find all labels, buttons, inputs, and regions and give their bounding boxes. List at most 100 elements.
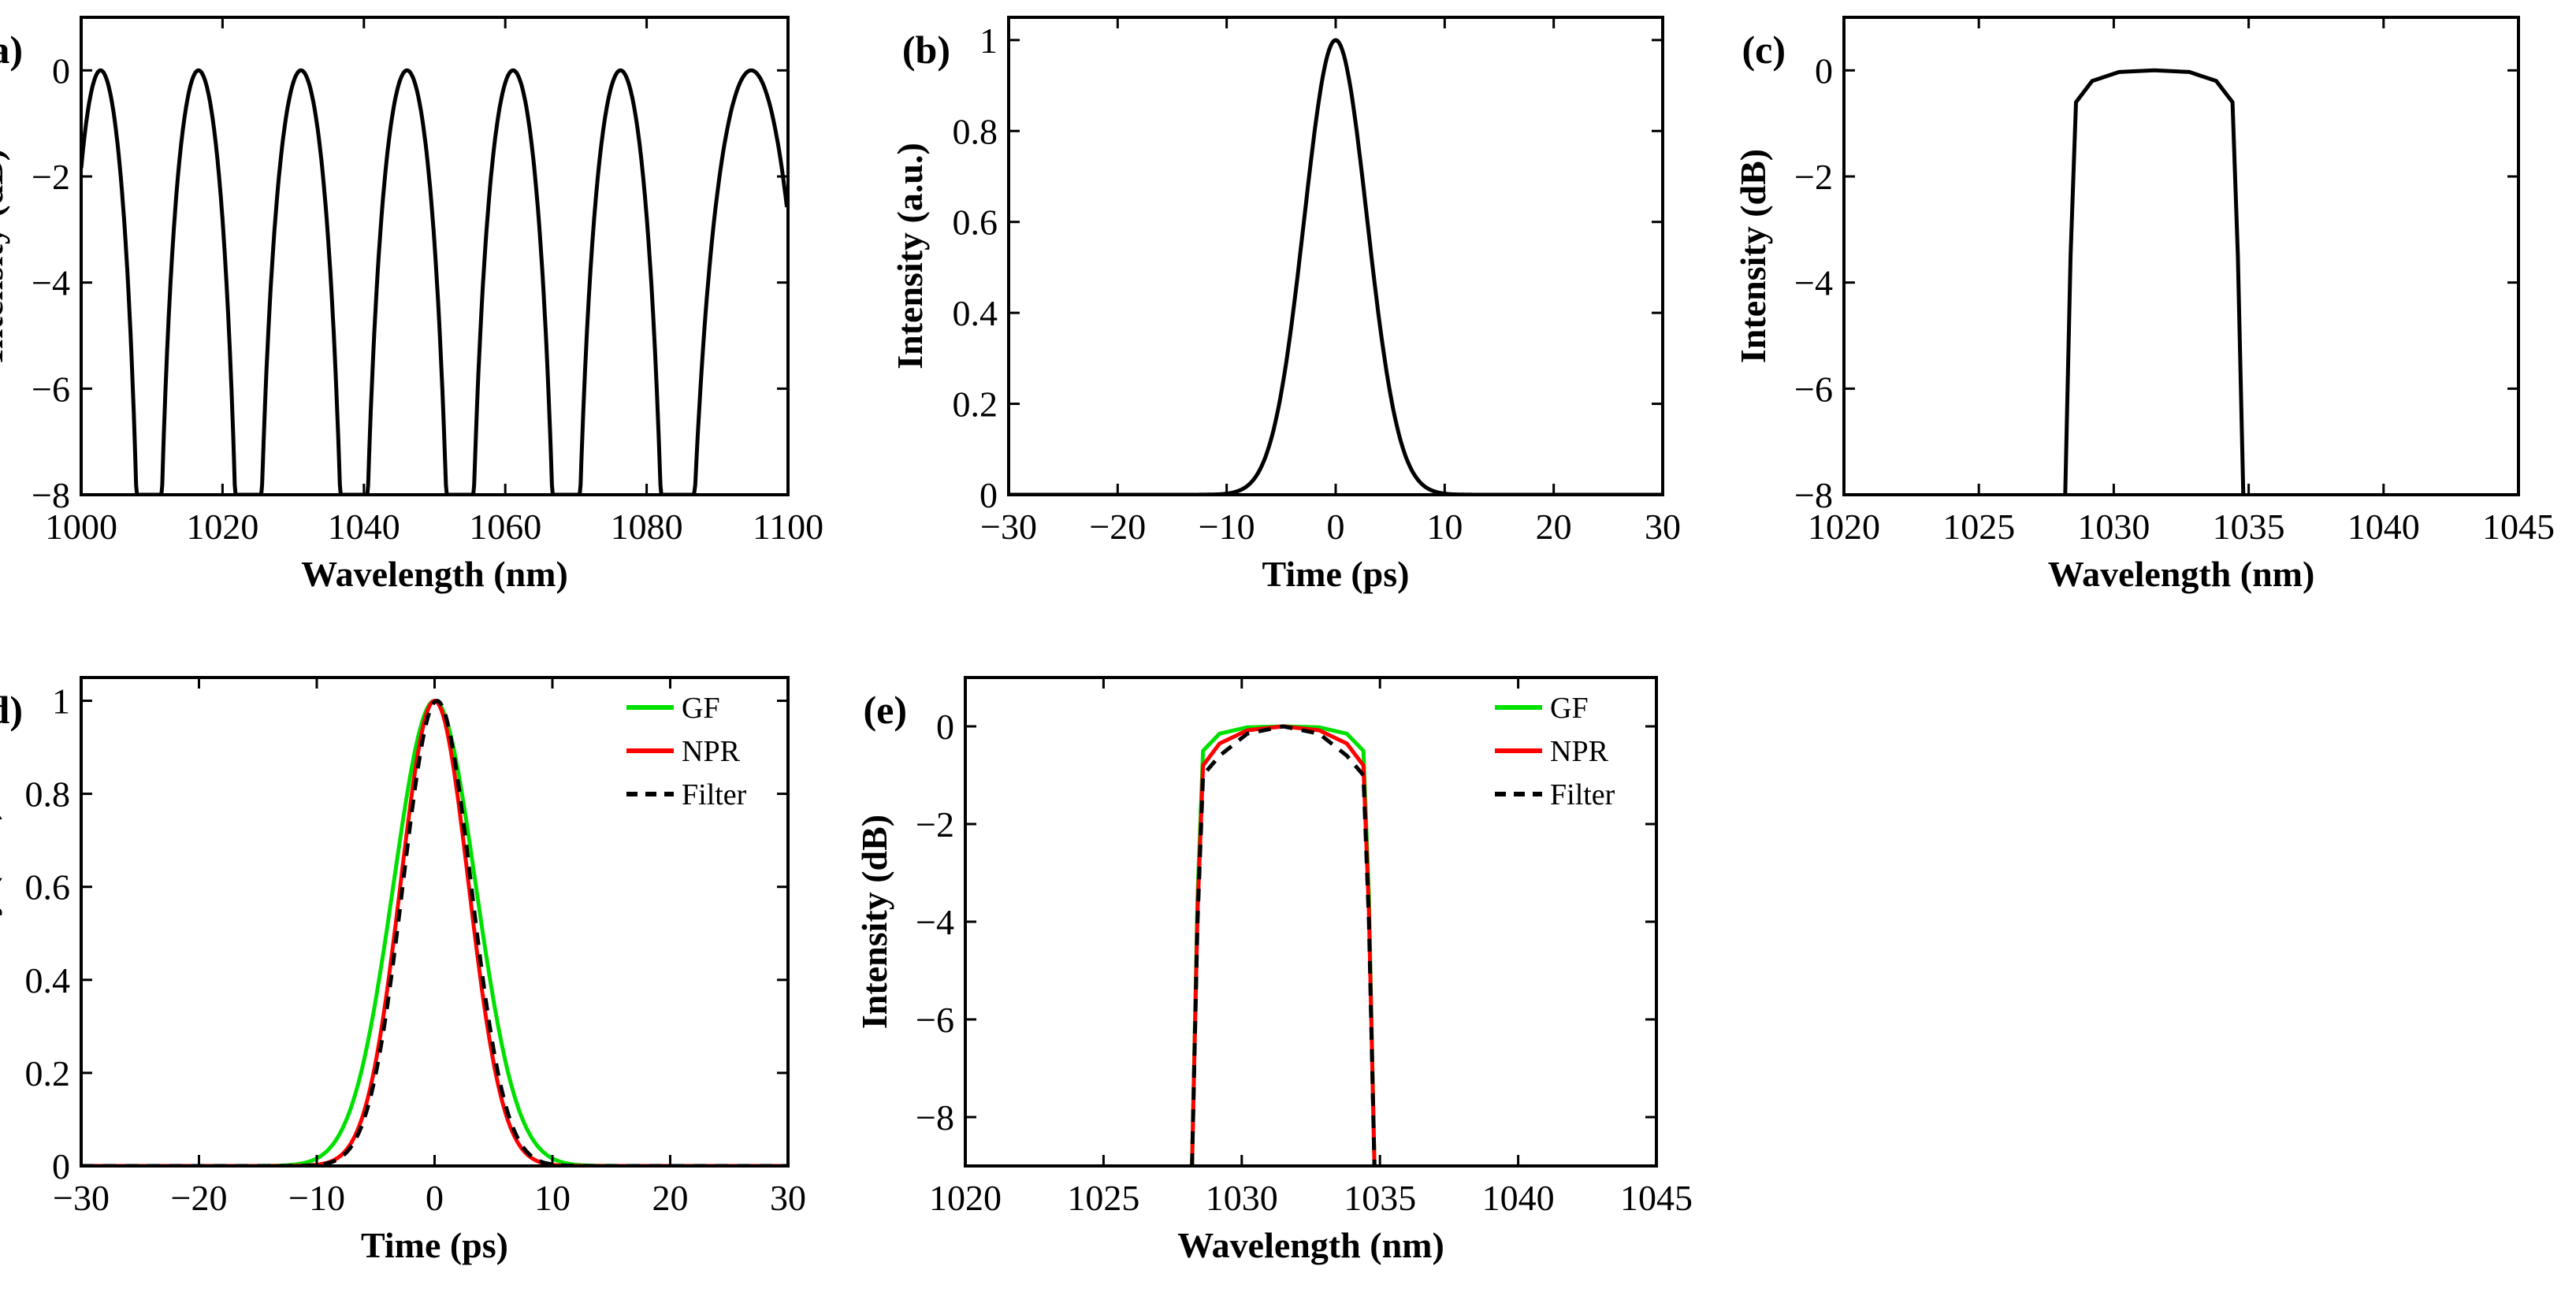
series-line-npr	[81, 699, 788, 1166]
y-tick-label: −8	[916, 1097, 954, 1138]
x-tick-label: −20	[1089, 507, 1146, 547]
y-tick-label: −6	[916, 1000, 954, 1040]
legend-label-gf: GF	[682, 692, 720, 725]
x-tick-label: −30	[980, 507, 1037, 547]
y-tick-label: 0.8	[953, 111, 998, 151]
x-tick-label: −30	[53, 1178, 110, 1218]
series-group	[81, 699, 788, 1166]
series-line-filter	[1190, 724, 1377, 1166]
y-tick-label: −4	[32, 263, 70, 303]
series-group	[1009, 38, 1663, 495]
x-tick-label: −20	[171, 1178, 228, 1218]
panel-label: (e)	[864, 688, 908, 732]
x-tick-label: −10	[1199, 507, 1255, 547]
series-group	[2063, 68, 2246, 495]
x-tick-label: 1020	[186, 507, 258, 547]
y-tick-label: −8	[1794, 475, 1833, 515]
y-tick-label: 0	[936, 707, 954, 747]
legend-label-gf: GF	[1550, 692, 1589, 725]
legend-label-npr: NPR	[682, 735, 741, 768]
x-tick-label: 20	[1536, 507, 1572, 547]
x-tick-label: 1040	[2347, 507, 2420, 547]
y-tick-label: 0	[52, 50, 70, 91]
x-tick-label: 1035	[2213, 507, 2285, 547]
x-tick-label: 10	[534, 1178, 571, 1218]
legend-label-npr: NPR	[1550, 735, 1609, 768]
y-axis-label: Intensity (dB)	[1733, 149, 1773, 363]
x-axis-label: Wavelength (nm)	[301, 554, 568, 594]
axes-frame	[1842, 16, 2520, 496]
panel-label: (d)	[0, 688, 23, 732]
x-axis-label: Time (ps)	[361, 1225, 508, 1265]
x-tick-label: 1035	[1344, 1178, 1416, 1218]
series-line-gf	[81, 699, 788, 1166]
x-tick-label: 30	[770, 1178, 806, 1218]
y-tick-label: −2	[916, 804, 954, 845]
x-tick-label: 1020	[929, 1178, 1002, 1218]
x-tick-label: 0	[426, 1178, 444, 1218]
x-tick-label: 1100	[753, 507, 823, 547]
legend-label-filter: Filter	[1550, 778, 1615, 811]
legend-label-filter: Filter	[682, 778, 747, 811]
y-tick-label: 0.2	[25, 1053, 71, 1093]
chart-panel-d: −30 −20 −10 0 10 20 30 0 0.2 0.4 0.6 0.8 1 Time (ps) I…	[0, 676, 806, 1265]
x-tick-label: 1060	[469, 507, 541, 547]
series-group	[1190, 724, 1377, 1166]
chart-panel-e: 1020 1025 1030 1035 1040 1045 −8 −6 −4 −2 0 Wavelen…	[854, 676, 1693, 1265]
series-group	[81, 68, 788, 495]
y-tick-label: 1	[979, 20, 998, 61]
x-axis-label: Wavelength (nm)	[1177, 1225, 1444, 1265]
y-axis-label: Intensity (a.u.)	[0, 808, 2, 1035]
y-tick-label: 0.4	[25, 960, 71, 1001]
x-tick-label: 0	[1327, 507, 1345, 547]
y-tick-label: −6	[1794, 369, 1833, 409]
chart-panel-a: 1000 1020 1040 1060 1080 1100 −8 −6 −4 −2 0 Wavelen…	[0, 16, 823, 594]
y-tick-label: 0	[979, 475, 998, 515]
x-axis-label: Wavelength (nm)	[2048, 554, 2315, 594]
y-tick-label: −8	[32, 475, 70, 515]
x-tick-label: 1020	[1808, 507, 1880, 547]
y-tick-label: 0.8	[25, 774, 71, 815]
y-tick-label: 0.6	[953, 202, 998, 243]
x-tick-label: 1045	[2482, 507, 2555, 547]
chart-panel-c: 1020 1025 1030 1035 1040 1045 −8 −6 −4 −2 0 Wavelen…	[1733, 16, 2555, 594]
y-tick-label: 0.2	[953, 384, 998, 425]
panel-label: (b)	[902, 28, 950, 72]
series-line-main	[1009, 38, 1663, 495]
x-tick-label: 1000	[45, 507, 117, 547]
x-tick-label: 1045	[1620, 1178, 1693, 1218]
series-line-npr	[1190, 724, 1377, 1166]
y-tick-label: −4	[916, 902, 954, 942]
x-tick-label: 20	[652, 1178, 689, 1218]
y-tick-label: 0	[52, 1146, 70, 1186]
series-line-main	[81, 68, 788, 495]
chart-panel-b: −30 −20 −10 0 10 20 30 0 0.2 0.4 0.6 0.8 1 Time (ps) I…	[890, 16, 1681, 594]
x-tick-label: 1025	[1942, 507, 2015, 547]
y-tick-label: 1	[52, 681, 70, 722]
y-axis-label: Intensity (dB)	[854, 815, 894, 1029]
series-line-gf	[1190, 724, 1377, 1166]
series-line-filter	[81, 699, 788, 1166]
y-tick-label: −2	[32, 157, 70, 197]
x-axis-label: Time (ps)	[1262, 554, 1410, 594]
x-tick-label: 1040	[1482, 1178, 1555, 1218]
y-tick-label: 0.6	[25, 867, 71, 908]
x-tick-label: 10	[1426, 507, 1463, 547]
axes-frame	[1007, 16, 1664, 496]
x-tick-label: 1080	[611, 507, 683, 547]
y-tick-label: −6	[32, 369, 70, 409]
y-tick-label: −2	[1794, 157, 1833, 197]
series-line-main	[2063, 68, 2246, 495]
y-axis-label: Intensity (a.u.)	[890, 143, 930, 369]
x-tick-label: 1040	[328, 507, 400, 547]
axes-frame	[80, 16, 790, 496]
x-tick-label: 1025	[1067, 1178, 1139, 1218]
panel-label: (c)	[1742, 28, 1786, 72]
x-tick-label: 30	[1645, 507, 1681, 547]
x-tick-label: −10	[288, 1178, 345, 1218]
panel-label: (a)	[0, 28, 23, 72]
y-tick-label: −4	[1794, 263, 1833, 303]
x-tick-label: 1030	[2077, 507, 2150, 547]
y-axis-label: Intensity (dB)	[0, 149, 10, 363]
